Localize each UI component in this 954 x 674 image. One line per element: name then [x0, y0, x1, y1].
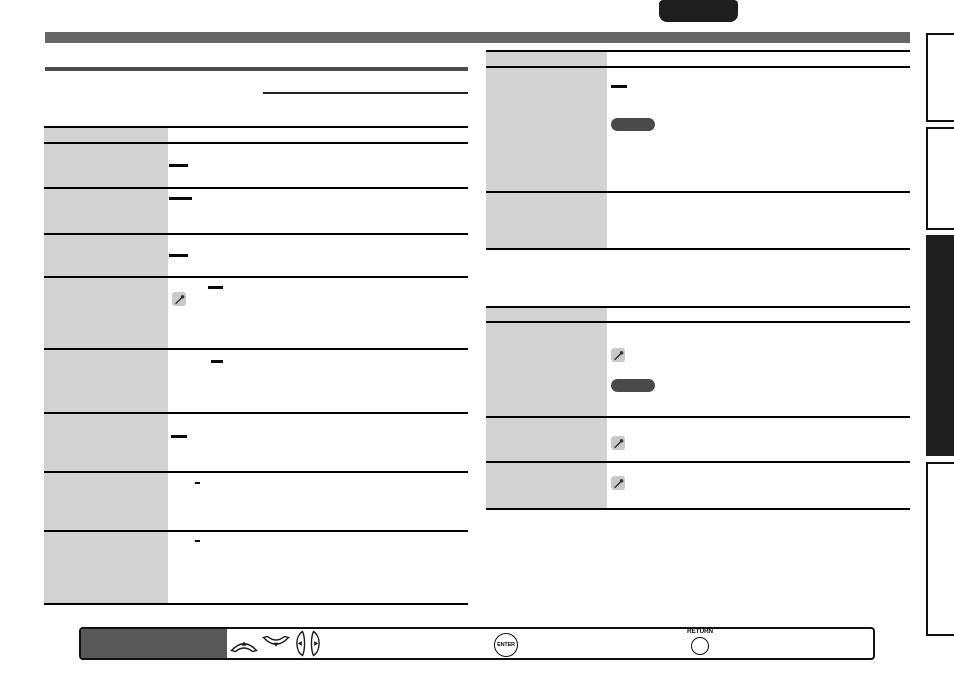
table-row: [486, 66, 910, 191]
side-tab-4[interactable]: [926, 462, 954, 636]
row-label-cell: [486, 463, 607, 508]
table-row: [486, 416, 910, 461]
note-badge: [611, 118, 655, 131]
table-row: [44, 471, 468, 530]
table-row: [44, 142, 468, 187]
row-label-cell: [44, 235, 168, 276]
row-label-cell: [486, 308, 607, 321]
cursor-up-icon: [230, 636, 258, 657]
left-settings-table: [44, 126, 468, 605]
side-tab-1[interactable]: [926, 33, 954, 122]
cursor-left-icon: [292, 630, 307, 662]
side-tab-current[interactable]: [926, 235, 954, 456]
subheading-underline: [263, 92, 468, 94]
table-header-row: [486, 306, 910, 321]
default-underline-mark: [208, 286, 223, 289]
row-label-cell: [486, 52, 607, 66]
row-label-cell: [44, 350, 168, 412]
row-label-cell: [44, 278, 168, 348]
hyphen-mark: [195, 482, 200, 484]
table-row: [44, 187, 468, 233]
table-header-row: [44, 126, 468, 142]
right-settings-table-bottom: [486, 306, 910, 510]
default-underline-mark: [169, 254, 188, 257]
default-underline-mark: [169, 164, 188, 167]
wrench-icon: [611, 476, 625, 490]
return-button-icon: RETURN: [676, 628, 724, 655]
table-row: [44, 276, 468, 348]
right-settings-table-top: [486, 50, 910, 250]
table-row: [44, 530, 468, 603]
table-row: [44, 412, 468, 471]
table-row: [486, 321, 910, 416]
row-label-cell: [44, 189, 168, 233]
return-button-circle: [691, 637, 709, 655]
wrench-icon: [172, 292, 186, 306]
top-corner-tab[interactable]: [659, 0, 738, 22]
cursor-down-icon: [262, 635, 290, 657]
row-label-cell: [486, 193, 607, 248]
row-label-cell: [486, 68, 607, 191]
row-label-cell: [44, 128, 168, 142]
table-row: [486, 191, 910, 248]
row-label-cell: [486, 323, 607, 416]
table-header-row: [486, 50, 910, 66]
wrench-icon: [611, 436, 625, 450]
return-button-label: RETURN: [687, 628, 713, 635]
wrench-icon: [611, 348, 625, 362]
row-label-cell: [44, 532, 168, 603]
remote-legend-bar: ENTER RETURN: [79, 627, 875, 660]
table-row: [44, 348, 468, 412]
default-underline-mark: [611, 85, 627, 88]
remote-legend-label-box: [81, 629, 227, 658]
enter-button-label: ENTER: [497, 642, 515, 648]
row-label-cell: [44, 144, 168, 187]
cursor-right-icon: [309, 630, 324, 662]
left-section-heading-bar: [45, 67, 468, 71]
enter-button-icon: ENTER: [494, 633, 518, 657]
note-badge: [611, 379, 655, 392]
default-underline-mark: [171, 435, 187, 438]
side-tab-2[interactable]: [926, 127, 954, 230]
page-header-bar: [45, 32, 910, 43]
table-row: [486, 461, 910, 508]
default-underline-mark: [169, 197, 192, 200]
default-underline-mark: [211, 360, 223, 363]
row-label-cell: [44, 473, 168, 530]
row-label-cell: [44, 414, 168, 471]
row-label-cell: [486, 418, 607, 461]
hyphen-mark: [195, 540, 200, 542]
table-row: [44, 233, 468, 276]
